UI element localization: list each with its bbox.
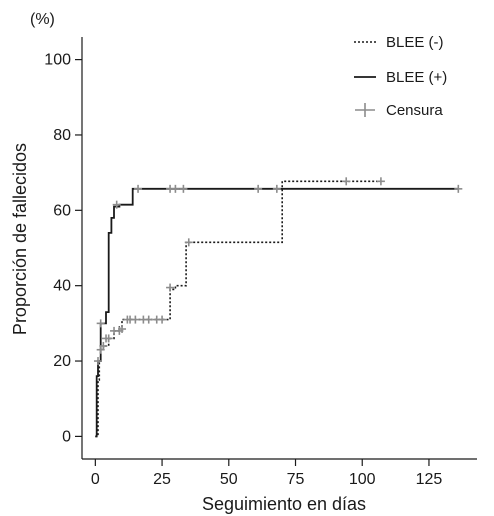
- x-tick-label: 0: [91, 471, 100, 488]
- y-tick-label: 40: [53, 278, 71, 295]
- y-tick-label: 20: [53, 353, 71, 370]
- legend: BLEE (-) BLEE (+) Censura: [354, 34, 447, 119]
- x-tick-label: 50: [220, 471, 238, 488]
- x-axis-title: Seguimiento en días: [202, 494, 366, 514]
- y-tick-label: 80: [53, 127, 71, 144]
- y-tick-label: 100: [44, 52, 71, 69]
- censor-mark: [94, 357, 103, 366]
- legend-swatch-censor: [355, 103, 375, 117]
- censor-mark: [254, 184, 263, 193]
- series-group: [95, 180, 459, 438]
- x-tick-label: 100: [349, 471, 376, 488]
- censor-marks: [94, 177, 463, 366]
- legend-label-blee-neg: BLEE (-): [386, 34, 444, 51]
- censor-mark: [144, 315, 153, 324]
- x-tick-label: 25: [153, 471, 171, 488]
- legend-label-blee-pos: BLEE (+): [386, 69, 447, 86]
- censor-mark: [171, 184, 180, 193]
- legend-label-censor: Censura: [386, 102, 443, 119]
- censor-mark: [166, 283, 175, 292]
- series-line-blee-neg: [95, 180, 381, 438]
- censor-mark: [112, 200, 121, 209]
- y-unit-label: (%): [30, 11, 55, 28]
- censor-mark: [158, 315, 167, 324]
- censor-mark: [184, 238, 193, 247]
- x-tick-label: 125: [416, 471, 443, 488]
- censor-mark: [99, 341, 108, 350]
- ticks: 0 20 40 60 80 100 0 25 50 75 100 125: [44, 52, 442, 488]
- y-tick-label: 0: [62, 428, 71, 445]
- censor-mark: [272, 184, 281, 193]
- censor-mark: [342, 177, 351, 186]
- censor-mark: [376, 177, 385, 186]
- axes: [81, 37, 477, 460]
- censor-mark: [118, 325, 127, 334]
- censor-mark: [134, 184, 143, 193]
- censor-mark: [131, 315, 140, 324]
- censor-mark: [104, 334, 113, 343]
- y-axis-title: Proporción de fallecidos: [10, 143, 30, 335]
- y-tick-label: 60: [53, 202, 71, 219]
- series-line-blee-pos: [95, 187, 459, 438]
- censor-mark: [454, 184, 463, 193]
- censor-mark: [96, 319, 105, 328]
- x-tick-label: 75: [287, 471, 305, 488]
- censor-mark: [179, 184, 188, 193]
